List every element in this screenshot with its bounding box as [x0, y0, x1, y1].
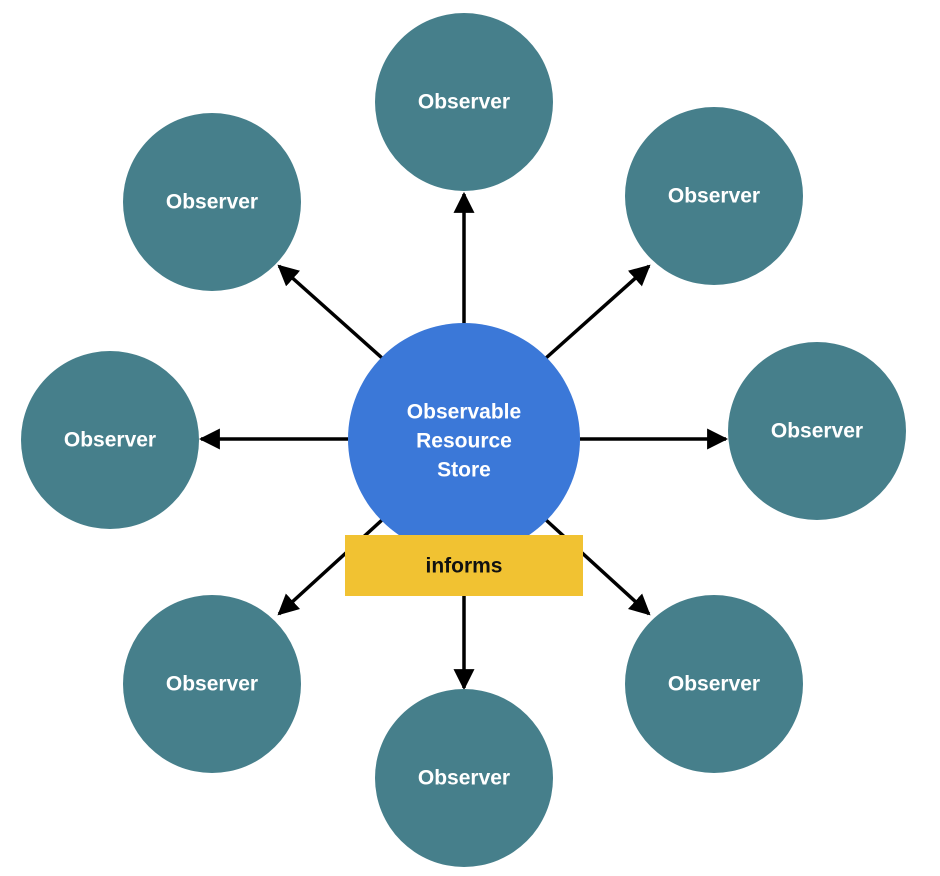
- observer-bottom-left[interactable]: Observer: [123, 595, 301, 773]
- observer-top-left-circle: [123, 113, 301, 291]
- observer-right[interactable]: Observer: [728, 342, 906, 520]
- observer-top-right[interactable]: Observer: [625, 107, 803, 285]
- observer-bottom-right-circle: [625, 595, 803, 773]
- observer-bottom-right-label: Observer: [668, 673, 760, 696]
- observer-bottom[interactable]: Observer: [375, 689, 553, 867]
- observer-top[interactable]: Observer: [375, 13, 553, 191]
- center-line-1: Observable: [407, 401, 521, 424]
- observer-bottom-right[interactable]: Observer: [625, 595, 803, 773]
- informs-label-text: informs: [425, 555, 502, 578]
- observer-right-label: Observer: [771, 420, 863, 443]
- arrow-to-top-right-observer: [544, 264, 651, 360]
- observer-bottom-circle: [375, 689, 553, 867]
- center-line-2: Resource: [416, 430, 512, 453]
- informs-label-box: [345, 535, 583, 596]
- observer-top-left[interactable]: Observer: [123, 113, 301, 291]
- observer-left-label: Observer: [64, 429, 156, 452]
- observer-top-circle: [375, 13, 553, 191]
- arrow-to-top-left-observer: [277, 264, 384, 360]
- observable-resource-store-circle: [348, 323, 580, 555]
- observer-top-left-label: Observer: [166, 191, 258, 214]
- observer-top-right-circle: [625, 107, 803, 285]
- observer-top-label: Observer: [418, 91, 510, 114]
- observer-bottom-left-circle: [123, 595, 301, 773]
- center-line-3: Store: [437, 459, 491, 482]
- observer-bottom-label: Observer: [418, 767, 510, 790]
- observer-right-circle: [728, 342, 906, 520]
- observable-resource-store[interactable]: Observable Resource Store: [348, 323, 580, 555]
- observer-bottom-left-label: Observer: [166, 673, 258, 696]
- informs-label: informs: [345, 535, 583, 596]
- observer-left-circle: [21, 351, 199, 529]
- observer-top-right-label: Observer: [668, 185, 760, 208]
- observer-left[interactable]: Observer: [21, 351, 199, 529]
